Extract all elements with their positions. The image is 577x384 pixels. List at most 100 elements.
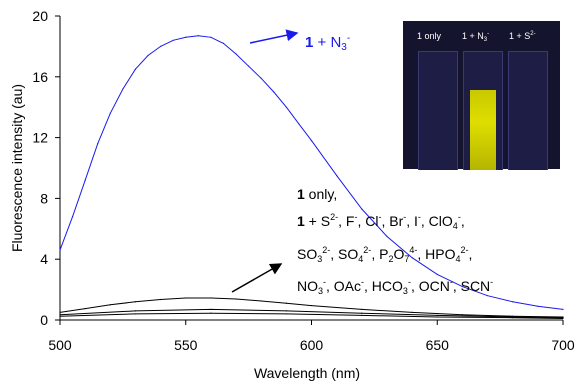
annotation-arrows [231,29,299,293]
legend-text-part: 2 [388,254,394,264]
y-tick-label: 20 [32,8,48,24]
x-tick-label: 650 [426,337,450,353]
legend-text-part: , HCO [364,278,403,294]
y-axis-label: Fluorescence intensity (au) [9,84,25,252]
x-tick-label: 500 [48,337,72,353]
legend-text-part: , Cl [357,213,379,229]
x-tick-label: 550 [174,337,198,353]
data-point [285,106,287,108]
data-point [210,36,212,38]
y-tick-label: 16 [32,69,48,85]
data-point [222,42,225,44]
legend-text-part: , P [371,246,389,262]
compound-number: 1 [305,34,314,51]
legend-text-part: , ClO [420,213,453,229]
data-point [109,112,111,114]
legend-text-part: 2- [363,245,372,255]
series-line [59,297,564,318]
legend-text-part: 2- [322,245,331,255]
legend-text-part: SO [297,246,318,262]
data-point [210,297,212,299]
y-tick-label: 8 [40,190,48,206]
cuvette-label-n3: 1 + N3- [462,31,490,43]
data-point [361,308,363,310]
data-point [134,310,137,312]
legend-text-part: 3 [317,254,323,264]
blue-arrow [249,29,299,44]
data-point [59,249,61,251]
series-1 [59,297,564,318]
legend-text-part: , SO [330,246,359,262]
legend-text-part: 4 [455,254,461,264]
data-point [185,36,187,38]
legend-text-part: - [403,212,407,222]
cuvette-label-1-only: 1 only [417,31,442,41]
legend-text-part: 3 [318,286,324,296]
cuvette-photo-inset: 1 only 1 + N3- 1 + S2- [403,21,560,170]
legend-text-part: - [449,277,453,287]
data-point [361,314,363,317]
cuvette-1-only [418,51,458,170]
data-point [461,314,463,316]
yellow-fluorescence [470,90,496,170]
data-point [71,216,74,218]
data-point [411,257,413,259]
legend-text-part: only, [304,186,338,202]
data-point [361,208,363,210]
legend-text-part: , HPO [417,246,456,262]
legend-text-part: - [354,212,358,222]
data-point [436,314,438,317]
data-point [160,298,162,301]
legend-text-part: 1 [297,186,305,202]
data-point [562,308,564,310]
data-point [210,308,212,310]
data-point [235,53,237,55]
data-point [273,91,275,93]
legend-text-part: NO [297,278,318,294]
data-point [172,39,174,41]
data-point [134,313,137,315]
label-sub: 3 [341,42,347,53]
legend-text-part: , [468,246,473,262]
data-point [436,316,438,318]
cuvette-s2 [508,51,548,170]
y-tick-label: 12 [32,130,48,146]
data-point [361,312,363,314]
data-point [310,140,313,142]
series-line [59,312,564,319]
anion-legend-line: 1 + S2-, F-, Cl-, Br-, I-, ClO4-, [297,213,465,231]
anion-legend-line: 1 only, [297,187,337,201]
data-point [84,308,86,310]
data-point [285,302,287,304]
legend-text-part: 2- [330,212,339,222]
legend-text-part: - [361,277,365,287]
legend-text-part: - [323,277,327,287]
legend-text-part: , SCN [452,278,491,294]
x-tick-label: 700 [551,337,575,353]
data-point [160,45,162,48]
y-tick-label: 0 [40,312,48,328]
legend-text-part: , OCN [410,278,450,294]
data-point [248,65,250,67]
data-point [134,68,137,70]
data-point [147,54,149,57]
label-sup: - [346,33,351,44]
data-point [97,143,99,145]
legend-text-part: 7 [404,254,410,264]
data-point [84,179,86,181]
series-2 [59,308,564,319]
data-point [122,88,124,90]
x-axis-label: Wavelength (nm) [254,365,360,381]
legend-text-part: 3 [402,286,408,296]
legend-text-part: 4- [409,245,418,255]
series-layer [59,35,564,320]
data-point [185,297,187,299]
anion-legend-line: SO32-, SO42-, P2O74-, HPO42-, [297,246,472,264]
data-point [562,317,564,320]
n3-series-label: 1 + N3- [305,33,350,53]
data-point [310,304,313,307]
data-point [260,300,262,302]
legend-text-part: 2- [460,245,469,255]
